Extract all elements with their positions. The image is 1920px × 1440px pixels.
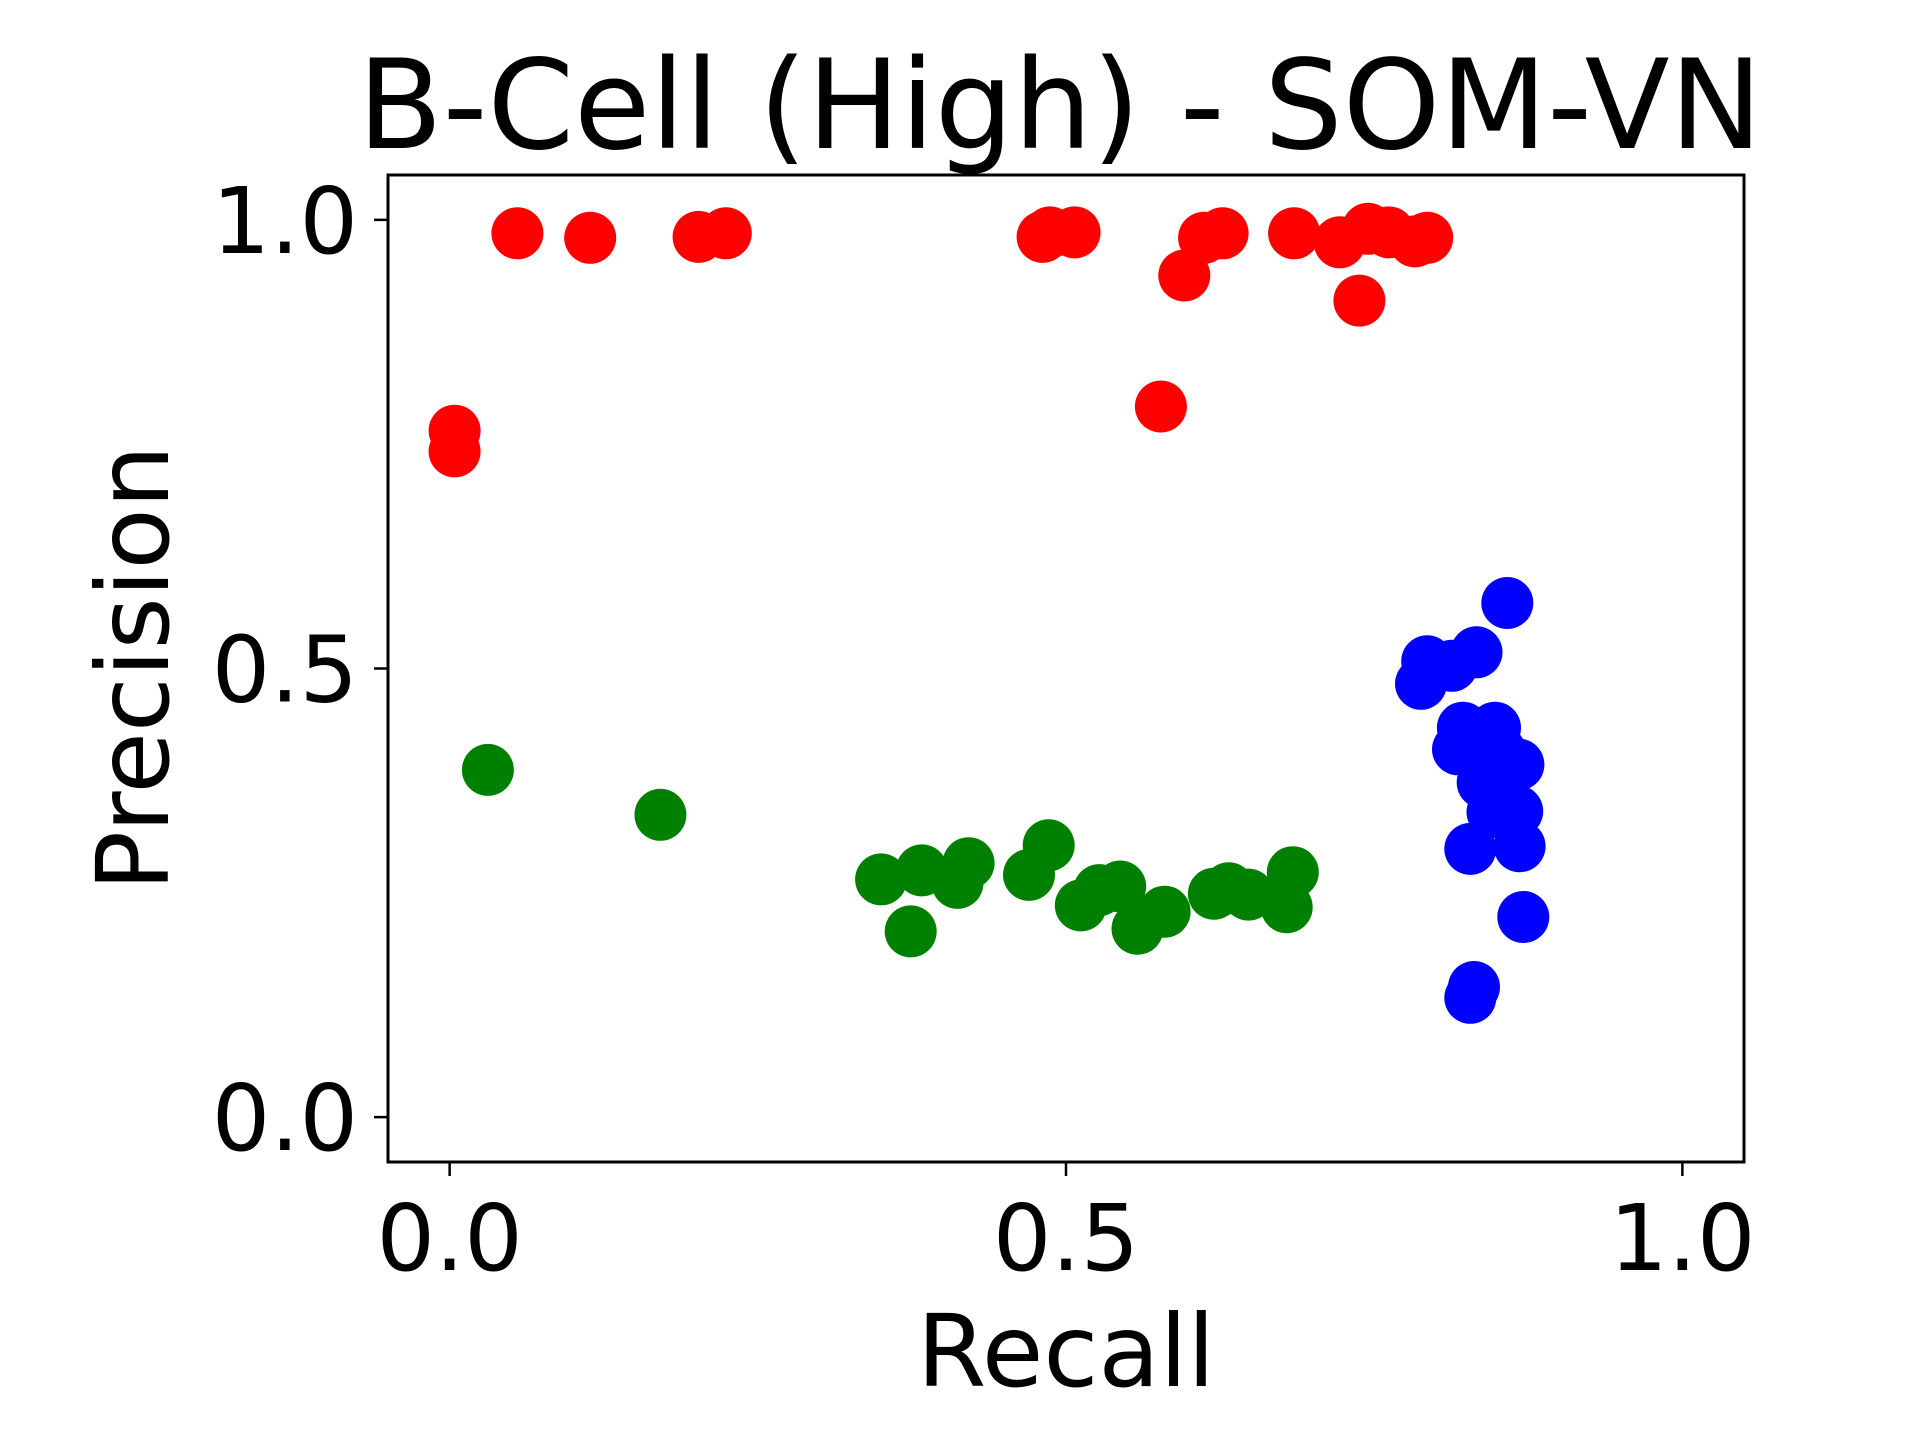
point-series-1-18 bbox=[1266, 846, 1319, 899]
point-series-0-9 bbox=[1134, 380, 1187, 433]
y-axis-label: Precision bbox=[75, 445, 192, 891]
point-series-0-1 bbox=[428, 425, 481, 478]
point-series-0-3 bbox=[564, 211, 617, 264]
point-series-1-0 bbox=[461, 743, 514, 796]
point-series-1-13 bbox=[1138, 885, 1191, 938]
point-series-0-13 bbox=[1268, 207, 1321, 260]
x-axis: 0.0 0.5 1.0 bbox=[376, 1162, 1756, 1292]
point-series-1-4 bbox=[884, 905, 937, 958]
y-axis: 0.0 0.5 1.0 bbox=[212, 168, 388, 1172]
plot-points bbox=[428, 202, 1550, 1024]
y-tick-label: 1.0 bbox=[212, 168, 358, 275]
point-series-1-6 bbox=[942, 837, 995, 890]
point-series-0-12 bbox=[1196, 207, 1249, 260]
point-series-0-8 bbox=[1048, 206, 1101, 259]
point-series-2-14 bbox=[1493, 820, 1546, 873]
point-series-0-2 bbox=[491, 207, 544, 260]
y-tick-label: 0.5 bbox=[212, 617, 358, 724]
point-series-2-15 bbox=[1497, 891, 1550, 943]
point-series-2-3 bbox=[1450, 626, 1503, 679]
point-series-2-18 bbox=[1448, 961, 1500, 1013]
point-series-0-15 bbox=[1333, 274, 1386, 327]
x-tick-label: 0.5 bbox=[993, 1185, 1139, 1292]
point-series-1-1 bbox=[634, 788, 687, 841]
plot-frame bbox=[386, 173, 1746, 1164]
point-series-2-12 bbox=[1492, 738, 1545, 791]
x-axis-label: Recall bbox=[917, 1293, 1215, 1410]
chart-title: B-Cell (High) - SOM-VN bbox=[358, 34, 1763, 178]
point-series-2-11 bbox=[1481, 577, 1534, 629]
x-tick-label: 1.0 bbox=[1609, 1185, 1755, 1292]
x-tick-label: 0.0 bbox=[376, 1185, 522, 1292]
point-series-0-5 bbox=[699, 207, 752, 260]
point-series-2-16 bbox=[1444, 822, 1497, 875]
point-series-1-11 bbox=[1094, 860, 1147, 913]
point-series-0-19 bbox=[1401, 211, 1454, 264]
point-series-1-2 bbox=[855, 853, 908, 906]
y-tick-label: 0.0 bbox=[212, 1065, 358, 1172]
point-series-1-8 bbox=[1022, 819, 1075, 872]
